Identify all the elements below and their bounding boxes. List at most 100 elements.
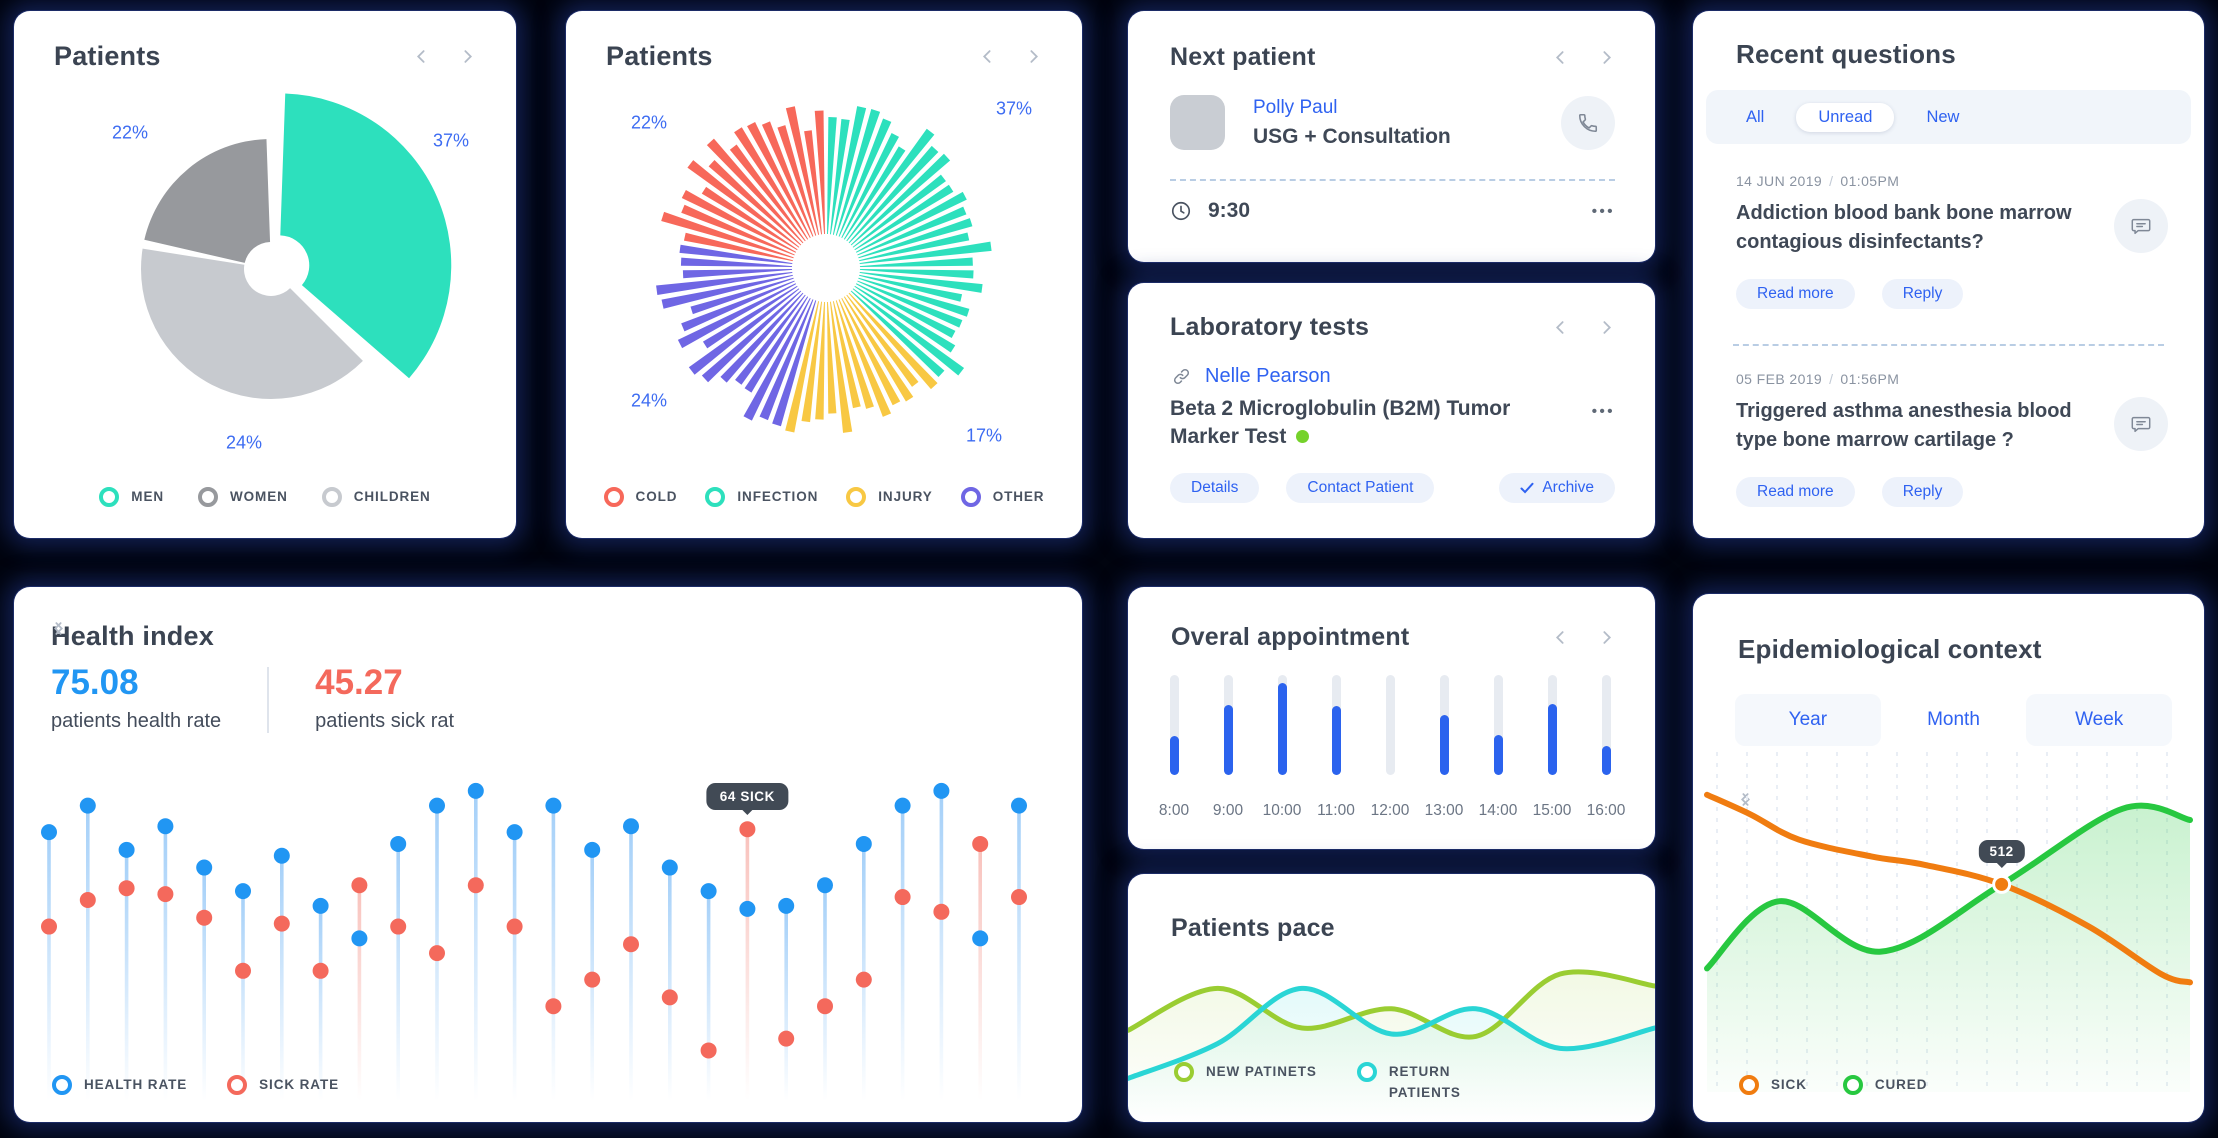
appointment-bar: 16:00 xyxy=(1579,675,1633,820)
legend-ring-injury xyxy=(846,487,867,508)
status-dot xyxy=(1296,430,1310,444)
health-legend: HEALTH RATE SICK RATE xyxy=(52,1074,1082,1096)
legend-item-health-rate: HEALTH RATE xyxy=(52,1074,187,1096)
epidemiological-context-card: Epidemiological context Year Month Week … xyxy=(1693,594,2204,1122)
time-label: 16:00 xyxy=(1586,802,1626,819)
patients-pace-card: Patients pace NEW PATINETS RETURN PATIEN… xyxy=(1128,874,1655,1122)
comment-button[interactable] xyxy=(2114,397,2168,451)
chevron-left-icon[interactable] xyxy=(412,48,430,66)
chart-tooltip: 512 xyxy=(1978,840,2025,864)
tab-new[interactable]: New xyxy=(1926,107,1960,126)
details-button[interactable]: Details xyxy=(1170,473,1260,503)
legend-ring-children xyxy=(321,487,342,508)
comment-button[interactable] xyxy=(2114,199,2168,253)
read-more-button[interactable]: Read more xyxy=(1736,279,1855,309)
question-date: 05 FEB 2019/01:56PM xyxy=(1736,371,1900,387)
legend-item-sick-rate: SICK RATE xyxy=(227,1074,339,1096)
reply-button[interactable]: Reply xyxy=(1881,279,1964,309)
legend-ring-cured xyxy=(1842,1075,1863,1096)
time-label: 13:00 xyxy=(1424,802,1464,819)
phone-icon xyxy=(1578,113,1598,132)
chat-icon xyxy=(2131,218,2151,235)
time-label: 10:00 xyxy=(1262,802,1302,819)
chevron-right-icon[interactable] xyxy=(1024,48,1042,66)
patients-radial-card: Patients 22% 37% 24% 17% COLD INFECTION … xyxy=(566,11,1082,538)
chevron-left-icon[interactable] xyxy=(1551,629,1569,647)
chevron-left-icon[interactable] xyxy=(1551,319,1569,337)
appointment-bar: 11:00 xyxy=(1309,675,1363,820)
epi-legend: SICK CURED xyxy=(1739,1074,2204,1096)
appointment-time: 9:30 xyxy=(1208,199,1251,222)
legend-item-injury: INJURY xyxy=(846,486,932,508)
lab-patient-link[interactable]: Nelle Pearson xyxy=(1205,365,1331,387)
divider xyxy=(1733,344,2164,346)
chevron-left-icon[interactable] xyxy=(1740,641,2126,806)
chevron-right-icon[interactable] xyxy=(55,622,1042,646)
chat-icon xyxy=(2131,416,2151,433)
next-patient-card: Next patient Polly Paul USG + Consultati… xyxy=(1128,11,1655,262)
pace-legend: NEW PATINETS RETURN PATIENTS xyxy=(1174,1061,1655,1104)
tab-all[interactable]: All xyxy=(1746,107,1765,126)
patients-donut-card: Patients 22% 37% 24% MEN WOMEN CHILDREN xyxy=(14,11,516,538)
card-title: Patients xyxy=(54,41,161,71)
tab-week[interactable]: Week xyxy=(2026,694,2173,746)
card-title: Laboratory tests xyxy=(1170,313,1370,341)
period-tab-bar: Year Month Week xyxy=(1735,694,2173,746)
legend-item-cold: COLD xyxy=(603,486,678,508)
chevron-right-icon[interactable] xyxy=(1597,319,1615,337)
legend-item-return-patients: RETURN PATIENTS xyxy=(1356,1061,1481,1104)
legend-ring-infection xyxy=(705,487,726,508)
avatar xyxy=(1170,95,1225,150)
divider xyxy=(1170,179,1615,181)
chevron-right-icon[interactable] xyxy=(458,48,476,66)
legend-ring-sick-rate xyxy=(227,1075,248,1096)
tab-unread[interactable]: Unread xyxy=(1796,102,1895,132)
question-text: Triggered asthma anesthesia blood type b… xyxy=(1736,400,2072,451)
question-date: 14 JUN 2019/01:05PM xyxy=(1736,173,1900,189)
call-button[interactable] xyxy=(1561,95,1615,150)
legend-item-children: CHILDREN xyxy=(321,486,431,508)
patient-name-link[interactable]: Polly Paul xyxy=(1253,96,1338,118)
archive-button[interactable]: Archive xyxy=(1499,473,1615,503)
reply-button[interactable]: Reply xyxy=(1881,477,1964,507)
card-title: Overal appointment xyxy=(1171,623,1410,651)
questions-tab-bar: All Unread New xyxy=(1706,90,2191,144)
chevron-left-icon[interactable] xyxy=(1551,49,1569,67)
overall-appointment-card: Overal appointment 8:00 9:00 10:00 11:00 12:… xyxy=(1128,587,1655,849)
laboratory-tests-card: Laboratory tests Nelle Pearson Beta 2 Mi… xyxy=(1128,283,1655,538)
chevron-right-icon[interactable] xyxy=(1597,49,1615,67)
card-title: Next patient xyxy=(1170,43,1316,71)
patients-radial-chart xyxy=(656,106,992,433)
card-title: Recent questions xyxy=(1736,39,1956,69)
appointment-bar: 13:00 xyxy=(1417,675,1471,820)
ellipsis-icon[interactable]: ••• xyxy=(1591,202,1615,220)
percent-label-other: 24% xyxy=(630,390,668,411)
question-item: 05 FEB 2019/01:56PM Triggered asthma ane… xyxy=(1736,371,2168,507)
time-label: 15:00 xyxy=(1532,802,1572,819)
chevron-right-icon[interactable] xyxy=(1742,641,2172,806)
chevron-left-icon[interactable] xyxy=(978,48,996,66)
legend-item-new-patients: NEW PATINETS xyxy=(1174,1061,1317,1104)
sick-rate-stat: 45.27 patients sick rat xyxy=(315,663,454,733)
appointment-bar: 9:00 xyxy=(1201,675,1255,820)
sick-rate-label: patients sick rat xyxy=(315,710,455,732)
legend-item-women: WOMEN xyxy=(198,486,288,508)
tab-month[interactable]: Month xyxy=(1880,694,2027,746)
chevron-right-icon[interactable] xyxy=(1597,629,1615,647)
ellipsis-icon[interactable]: ••• xyxy=(1591,403,1615,420)
patients-pace-chart xyxy=(1128,969,1655,1122)
tab-year[interactable]: Year xyxy=(1735,694,1881,746)
appointment-bar: 12:00 xyxy=(1363,675,1417,820)
clock-icon xyxy=(1171,201,1191,221)
percent-label-children: 24% xyxy=(225,432,263,453)
chevron-left-icon[interactable] xyxy=(53,622,996,646)
radial-legend: COLD INFECTION INJURY OTHER xyxy=(566,486,1082,508)
contact-patient-button[interactable]: Contact Patient xyxy=(1286,473,1435,503)
read-more-button[interactable]: Read more xyxy=(1736,477,1855,507)
legend-item-men: MEN xyxy=(99,486,164,508)
health-rate-value: 75.08 xyxy=(51,663,139,702)
card-title: Patients pace xyxy=(1171,914,1335,942)
legend-item-infection: INFECTION xyxy=(705,486,818,508)
legend-item-other: OTHER xyxy=(960,486,1045,508)
procedure-label: USG + Consultation xyxy=(1253,124,1451,148)
